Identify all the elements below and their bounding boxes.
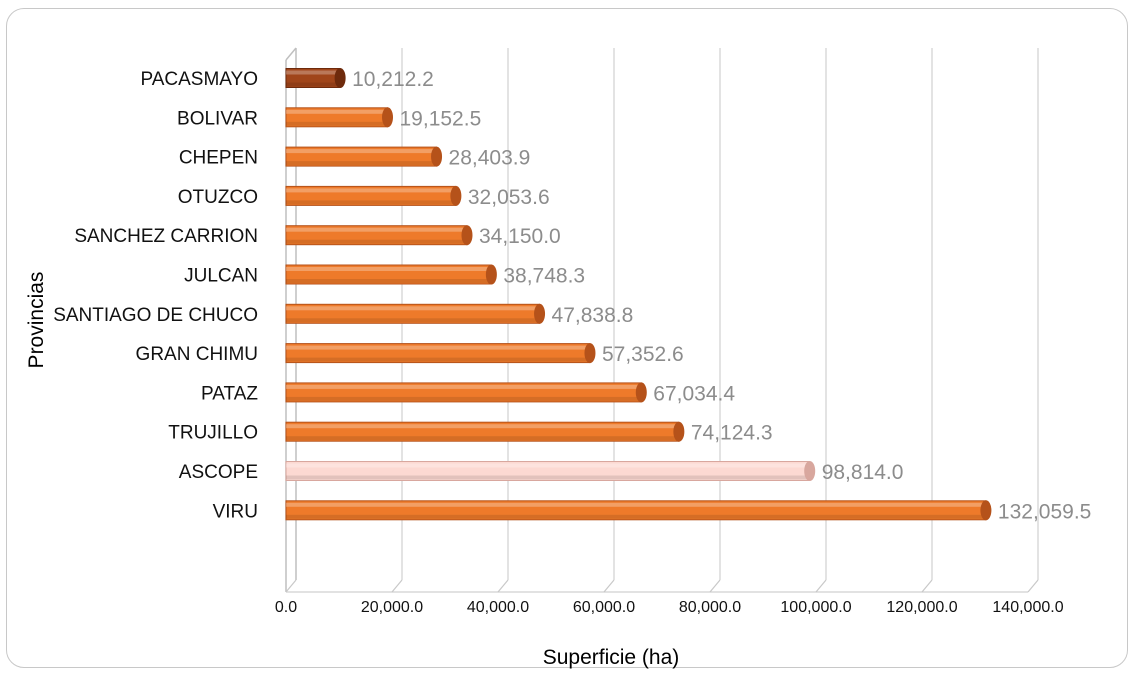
value-label: 34,150.0 <box>479 225 561 248</box>
bar <box>285 264 497 285</box>
bar-highlight <box>286 384 642 389</box>
value-label: 10,212.2 <box>352 68 434 91</box>
floor-gridline <box>391 579 403 593</box>
floor-gridline <box>497 579 509 593</box>
bar-shadow <box>286 279 492 283</box>
bar-highlight <box>286 502 986 507</box>
x-tick-label: 0.0 <box>275 599 297 616</box>
value-label: 38,748.3 <box>503 265 585 288</box>
bar-highlight <box>286 149 437 154</box>
bar-highlight <box>286 267 492 271</box>
bar-shadow <box>286 357 590 362</box>
x-axis-title: Superficie (ha) <box>543 646 680 669</box>
category-label: SANCHEZ CARRION <box>74 226 258 247</box>
bar-shadow <box>286 121 388 126</box>
floor-gridline <box>1027 579 1039 593</box>
value-label: 74,124.3 <box>691 422 773 445</box>
bar-end-cap <box>431 146 443 167</box>
value-label: 28,403.9 <box>449 147 531 170</box>
floor-gridline <box>709 579 721 593</box>
bar-shadow <box>286 514 986 519</box>
floor-gridline <box>285 579 297 593</box>
bar <box>285 68 346 88</box>
bar-end-cap <box>450 185 462 206</box>
bar <box>285 225 473 246</box>
bar-end-cap <box>673 421 685 442</box>
bar <box>285 107 394 128</box>
bar <box>285 461 816 481</box>
value-label: 47,838.8 <box>552 304 634 327</box>
bar-end-cap <box>334 68 346 88</box>
bar <box>285 303 546 324</box>
x-tick-label: 60,000.0 <box>573 599 635 616</box>
bar-shadow <box>286 436 679 441</box>
bar-shadow <box>286 318 540 323</box>
bar-end-cap <box>635 382 647 403</box>
bar-end-cap <box>382 107 394 128</box>
x-tick-label: 120,000.0 <box>886 599 957 616</box>
x-tick-label: 20,000.0 <box>361 599 423 616</box>
bars-layer <box>285 68 992 521</box>
bar-highlight <box>286 345 590 350</box>
bar <box>285 421 685 442</box>
floor-gridline <box>603 579 615 593</box>
x-tick-label: 100,000.0 <box>780 599 851 616</box>
bar <box>285 146 443 167</box>
category-label: ASCOPE <box>179 462 258 483</box>
chart-frame <box>6 8 1128 668</box>
bar-end-cap <box>980 500 992 521</box>
category-label: VIRU <box>213 501 258 522</box>
x-tick-label: 140,000.0 <box>992 599 1063 616</box>
bar-shadow <box>286 396 642 401</box>
bar <box>285 185 462 206</box>
grid-layer <box>285 47 1039 593</box>
x-tick-label: 80,000.0 <box>679 599 741 616</box>
labels-layer: 0.0 20,000.0 40,000.0 60,000.0 80,000.0 100,0… <box>53 68 1091 616</box>
category-label: PATAZ <box>201 383 258 404</box>
bar <box>285 382 647 403</box>
category-label: BOLIVAR <box>177 108 258 129</box>
bar-highlight <box>286 463 810 468</box>
category-label: SANTIAGO DE CHUCO <box>53 305 258 326</box>
floor-gridline <box>921 579 933 593</box>
bar-shadow <box>286 161 437 166</box>
bar-end-cap <box>534 303 546 324</box>
bar <box>285 343 596 364</box>
bar-end-cap <box>485 264 497 285</box>
bar-highlight <box>286 109 388 114</box>
wall-top-diagonal <box>285 47 297 61</box>
value-label: 67,034.4 <box>653 382 735 405</box>
category-label: OTUZCO <box>178 187 258 208</box>
value-label: 32,053.6 <box>468 186 550 209</box>
bar <box>285 500 992 521</box>
bar-shadow <box>286 475 810 480</box>
value-label: 98,814.0 <box>822 461 904 484</box>
bar-end-cap <box>584 343 596 364</box>
bar-highlight <box>286 424 679 429</box>
bar-highlight <box>286 70 341 75</box>
bar-shadow <box>286 82 341 87</box>
bar-end-cap <box>804 461 816 481</box>
value-label: 57,352.6 <box>602 343 684 366</box>
value-label: 19,152.5 <box>400 107 482 130</box>
category-label: TRUJILLO <box>168 423 258 444</box>
category-label: GRAN CHIMU <box>136 344 258 365</box>
value-label: 132,059.5 <box>998 500 1091 523</box>
bar-shadow <box>286 200 456 205</box>
category-label: PACASMAYO <box>140 69 258 90</box>
bar-highlight <box>286 188 456 193</box>
bar-shadow <box>286 239 467 244</box>
bar-highlight <box>286 227 467 232</box>
y-axis-title: Provincias <box>25 272 48 369</box>
bar-end-cap <box>461 225 473 246</box>
bar-highlight <box>286 306 540 311</box>
category-label: CHEPEN <box>179 148 258 169</box>
floor-gridline <box>815 579 827 593</box>
category-label: JULCAN <box>184 266 258 287</box>
x-tick-label: 40,000.0 <box>467 599 529 616</box>
